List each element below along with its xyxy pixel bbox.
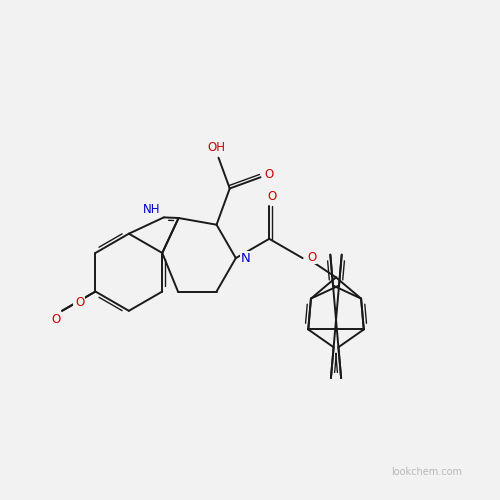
Text: O: O: [267, 190, 276, 202]
Text: lookchem.com: lookchem.com: [392, 468, 462, 477]
Text: O: O: [75, 296, 85, 308]
Text: NH: NH: [142, 204, 160, 216]
Text: O: O: [307, 250, 316, 264]
Text: O: O: [74, 294, 84, 308]
Text: N: N: [241, 252, 250, 264]
Text: OH: OH: [207, 142, 225, 154]
Text: O: O: [52, 313, 61, 326]
Text: O: O: [265, 168, 274, 181]
